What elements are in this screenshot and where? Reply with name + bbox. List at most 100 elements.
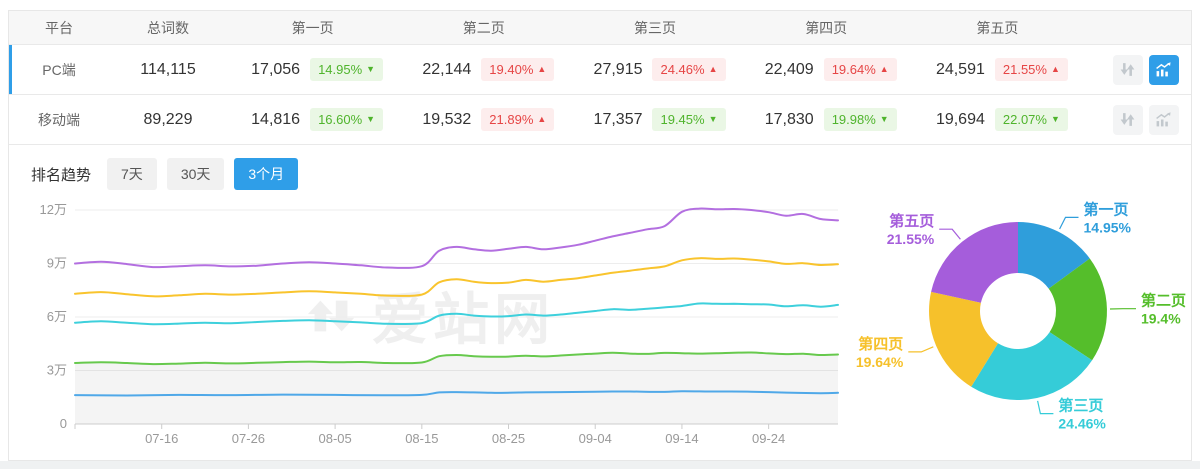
- series-line: [74, 302, 839, 326]
- pie-leader-line: [939, 228, 961, 240]
- pie-leader-line: [1037, 400, 1054, 415]
- change-badge: 19.98% ▼: [823, 108, 897, 131]
- page2-cell: 19,532 21.89% ▲: [398, 108, 569, 131]
- series-line: [74, 257, 839, 298]
- series-area: [75, 352, 838, 424]
- col-header-total: 总词数: [147, 19, 189, 36]
- change-badge: 21.55% ▲: [994, 58, 1068, 81]
- pie-slice: [931, 222, 1018, 303]
- rank-trend-section: 排名趋势 7天 30天 3个月 爱站网 0 3万 6万 9万 12万 07-16 07-26…: [9, 145, 1191, 460]
- page5-count: 19,694: [935, 110, 985, 128]
- change-arrow-icon: ▼: [708, 114, 718, 124]
- x-axis-label: 09-14: [665, 431, 698, 446]
- y-axis-label: 0: [60, 416, 67, 431]
- y-axis-label: 12万: [40, 202, 67, 217]
- y-axis-label: 6万: [47, 309, 67, 324]
- page5-count: 24,591: [935, 60, 985, 78]
- change-badge: 19.45% ▼: [652, 108, 726, 131]
- change-badge: 22.07% ▼: [994, 108, 1068, 131]
- series-line: [74, 351, 839, 366]
- pie-slice: [1048, 258, 1107, 361]
- page4-count: 17,830: [764, 110, 814, 128]
- x-axis-label: 08-05: [318, 431, 351, 446]
- table-row-pc[interactable]: PC端 114,115 17,056 14.95% ▼ 22,144 19.40%…: [9, 45, 1191, 95]
- table-row-mobile[interactable]: 移动端 89,229 14,816 16.60% ▼ 19,532 21.89% ▲…: [9, 95, 1191, 145]
- change-arrow-icon: ▲: [537, 64, 547, 74]
- change-badge: 19.40% ▲: [481, 58, 555, 81]
- col-header-page4: 第四页: [805, 19, 848, 36]
- page1-cell: 17,056 14.95% ▼: [227, 58, 398, 81]
- pie-label: 第三页: [1058, 397, 1103, 415]
- sort-arrows-icon: [1121, 63, 1135, 76]
- trend-chart-button[interactable]: [1148, 104, 1179, 135]
- table-header: 平台 总词数 第一页 第二页 第三页 第四页 第五页: [9, 11, 1191, 45]
- col-header-platform: 平台: [45, 19, 73, 36]
- tab-30days[interactable]: 30天: [166, 158, 225, 190]
- page5-cell: 24,591 21.55% ▲: [912, 58, 1083, 81]
- page4-cell: 22,409 19.64% ▲: [741, 58, 912, 81]
- change-badge: 14.95% ▼: [310, 58, 384, 81]
- tab-7days[interactable]: 7天: [107, 158, 157, 190]
- x-axis-label: 09-24: [752, 431, 785, 446]
- x-axis-label: 07-16: [145, 431, 178, 446]
- x-axis-label: 08-15: [405, 431, 438, 446]
- series-line: [74, 390, 839, 397]
- col-header-page3: 第三页: [633, 19, 676, 36]
- change-arrow-icon: ▲: [708, 64, 718, 74]
- x-axis-label: 07-26: [232, 431, 265, 446]
- change-arrow-icon: ▼: [1050, 114, 1060, 124]
- page4-cell: 17,830 19.98% ▼: [741, 108, 912, 131]
- pie-leader-line: [1059, 216, 1079, 230]
- change-badge: 16.60% ▼: [310, 108, 384, 131]
- page5-cell: 19,694 22.07% ▼: [912, 108, 1083, 131]
- rank-panel: 平台 总词数 第一页 第二页 第三页 第四页 第五页 PC端 114,115 1…: [8, 10, 1192, 461]
- trend-chart-icon: [1156, 112, 1171, 127]
- platform-label: 移动端: [38, 111, 80, 128]
- pie-label: 第五页: [889, 212, 934, 230]
- pie-slice: [971, 332, 1093, 400]
- y-axis-label: 3万: [47, 363, 67, 378]
- tab-3months[interactable]: 3个月: [234, 158, 299, 190]
- x-axis-label: 09-04: [579, 431, 612, 446]
- pie-value: 21.55%: [887, 231, 935, 247]
- change-arrow-icon: ▼: [879, 114, 889, 124]
- page3-cell: 17,357 19.45% ▼: [569, 108, 740, 131]
- pie-leader-line: [908, 346, 934, 353]
- page1-count: 17,056: [251, 60, 301, 78]
- sort-button[interactable]: [1112, 54, 1143, 85]
- total-words: 114,115: [140, 60, 196, 78]
- trend-line-chart: 0 3万 6万 9万 12万 07-16 07-26 08-05 08-15 08-25 09-04…: [40, 202, 839, 446]
- page2-count: 19,532: [422, 110, 472, 128]
- trend-header: 排名趋势 7天 30天 3个月: [9, 145, 1191, 190]
- pie-label: 第一页: [1084, 200, 1129, 218]
- pie-label: 第二页: [1141, 292, 1186, 310]
- page4-count: 22,409: [764, 60, 814, 78]
- y-axis-label: 9万: [47, 256, 67, 271]
- page1-count: 14,816: [251, 110, 301, 128]
- change-badge: 19.64% ▲: [823, 58, 897, 81]
- pie-value: 19.4%: [1141, 311, 1181, 327]
- pie-slice: [1018, 222, 1090, 289]
- total-words: 89,229: [143, 110, 193, 128]
- trend-chart-button[interactable]: [1148, 54, 1179, 85]
- change-badge: 24.46% ▲: [652, 58, 726, 81]
- sort-arrows-icon: [1121, 113, 1135, 126]
- sort-button[interactable]: [1112, 104, 1143, 135]
- trend-chart-icon: [1156, 62, 1171, 77]
- page3-count: 27,915: [593, 60, 643, 78]
- series-line: [74, 207, 839, 269]
- change-arrow-icon: ▲: [879, 64, 889, 74]
- page1-cell: 14,816 16.60% ▼: [227, 108, 398, 131]
- pie-value: 19.64%: [856, 354, 904, 370]
- change-arrow-icon: ▼: [366, 64, 376, 74]
- page3-cell: 27,915 24.46% ▲: [569, 58, 740, 81]
- x-axis-label: 08-25: [492, 431, 525, 446]
- pie-value: 24.46%: [1058, 416, 1106, 432]
- change-arrow-icon: ▲: [537, 114, 547, 124]
- col-header-page1: 第一页: [291, 19, 334, 36]
- pie-value: 14.95%: [1084, 219, 1132, 235]
- page3-count: 17,357: [593, 110, 643, 128]
- trend-title: 排名趋势: [31, 166, 92, 184]
